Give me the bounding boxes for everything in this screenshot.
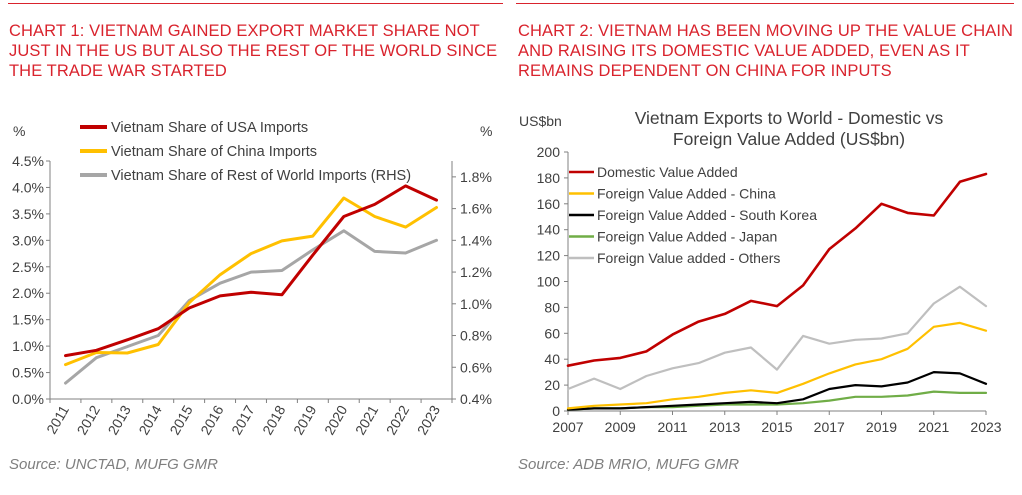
chart2-legend-label: Domestic Value Added <box>597 164 738 180</box>
chart2-x-tick-label: 2011 <box>657 419 687 435</box>
chart2-y-tick-label: 120 <box>537 248 561 264</box>
chart2-legend-label: Foreign Value Added - South Korea <box>597 207 817 223</box>
chart2-source: Source: ADB MRIO, MUFG GMR <box>518 456 740 473</box>
chart1-legend-label: Vietnam Share of USA Imports <box>111 120 308 136</box>
chart2-y-tick-label: 60 <box>544 325 560 341</box>
chart2-x-tick-label: 2021 <box>918 419 949 435</box>
chart1-left-tick-label: 4.5% <box>12 153 44 169</box>
chart1-x-tick-label: 2018 <box>259 402 289 437</box>
chart2-svg: Vietnam Exports to World - Domestic vsFo… <box>519 108 1002 435</box>
chart1-right-tick-label: 1.4% <box>460 232 492 248</box>
chart2-series-foreign-value-added-south-korea <box>566 371 988 411</box>
chart1-x-tick-label: 2022 <box>383 402 413 437</box>
chart1-left-tick-label: 3.5% <box>12 206 44 222</box>
chart2-series-domestic-value-added <box>566 172 988 368</box>
chart1-x-tick-label: 2013 <box>104 402 134 437</box>
chart2-x-tick-label: 2013 <box>709 419 740 435</box>
chart1-left-tick-label: 0.5% <box>12 365 44 381</box>
chart1-right-tick-label: 1.6% <box>460 201 492 217</box>
chart1-source: Source: UNCTAD, MUFG GMR <box>9 456 218 473</box>
chart2-y-tick-label: 0 <box>552 403 560 419</box>
chart1-svg: 0.0% 0.5% 1.0% 1.5% 2.0% 2.5% 3.0% 3.5% 4.0% 4.5%… <box>12 120 492 437</box>
chart2-x-tick-label: 2017 <box>814 419 845 435</box>
chart2-y-tick-label: 180 <box>537 170 561 186</box>
chart2-legend-label: Foreign Value Added - Japan <box>597 229 777 245</box>
chart2-y-tick-label: 80 <box>544 299 560 315</box>
chart1-right-tick-label: 1.2% <box>460 264 492 280</box>
chart2-series-foreign-value-added-others <box>566 285 988 391</box>
chart2-x-tick-label: 2007 <box>552 419 583 435</box>
chart2-y-tick-label: 160 <box>537 196 561 212</box>
chart1-right-tick-label: 1.0% <box>460 296 492 312</box>
chart1-left-tick-label: 3.0% <box>12 232 44 248</box>
chart2-y-tick-label: 40 <box>544 351 560 367</box>
chart1-left-tick-label: 2.0% <box>12 285 44 301</box>
chart1-right-tick-label: 0.4% <box>460 391 492 407</box>
chart1-x-tick-label: 2019 <box>290 402 320 437</box>
chart1-right-unit-label: % <box>480 123 492 139</box>
chart2-y-tick-label: 20 <box>544 377 560 393</box>
chart2-legend-label: Foreign Value added - Others <box>597 250 780 266</box>
chart1-legend-label: Vietnam Share of Rest of World Imports (… <box>111 168 411 184</box>
chart1-right-tick-label: 0.6% <box>460 359 492 375</box>
chart1-x-tick-label: 2015 <box>166 402 196 437</box>
chart1-right-tick-label: 1.8% <box>460 169 492 185</box>
chart1-x-tick-label: 2011 <box>43 402 72 436</box>
chart1-x-tick-label: 2020 <box>321 402 351 437</box>
chart1-left-tick-label: 1.5% <box>12 312 44 328</box>
chart1-series-vietnam-share-of-rest-of-world-imports-rhs <box>64 229 438 385</box>
chart1-top-rule <box>8 3 503 4</box>
chart1-x-tick-label: 2012 <box>74 402 104 437</box>
chart1-left-tick-label: 1.0% <box>12 338 44 354</box>
chart1-x-tick-label: 2016 <box>197 402 227 437</box>
chart2-title-line: Foreign Value Added (US$bn) <box>673 129 905 149</box>
chart2-legend-label: Foreign Value Added - China <box>597 186 776 202</box>
chart2-title-line: Vietnam Exports to World - Domestic vs <box>635 108 944 128</box>
chart2-top-rule <box>516 3 1014 4</box>
chart1-heading: CHART 1: VIETNAM GAINED EXPORT MARKET SH… <box>9 22 498 80</box>
chart1-left-tick-label: 4.0% <box>12 179 44 195</box>
chart1-series-vietnam-share-of-china-imports <box>64 196 438 367</box>
chart1-left-tick-label: 2.5% <box>12 259 44 275</box>
chart2-y-tick-label: 100 <box>537 274 561 290</box>
chart2-x-tick-label: 2015 <box>761 419 792 435</box>
chart2-x-tick-label: 2023 <box>970 419 1001 435</box>
chart1-x-tick-label: 2023 <box>414 402 444 437</box>
chart1-x-tick-label: 2021 <box>352 402 382 437</box>
chart2-y-tick-label: 140 <box>537 222 561 238</box>
chart1-left-tick-label: 0.0% <box>12 391 44 407</box>
chart2-x-tick-label: 2019 <box>866 419 897 435</box>
chart2-heading: CHART 2: VIETNAM HAS BEEN MOVING UP THE … <box>518 22 1014 80</box>
chart1-legend-label: Vietnam Share of China Imports <box>111 144 317 160</box>
chart2-series-foreign-value-added-china <box>566 321 988 410</box>
chart1-series-vietnam-share-of-usa-imports <box>64 184 438 358</box>
chart2-x-tick-label: 2009 <box>605 419 636 435</box>
chart1-x-tick-label: 2014 <box>135 402 165 437</box>
chart1-x-tick-label: 2017 <box>228 402 258 437</box>
chart2-y-unit-label: US$bn <box>519 113 562 129</box>
chart2-y-tick-label: 200 <box>537 144 561 160</box>
chart1-right-tick-label: 0.8% <box>460 328 492 344</box>
chart1-left-unit-label: % <box>13 123 25 139</box>
